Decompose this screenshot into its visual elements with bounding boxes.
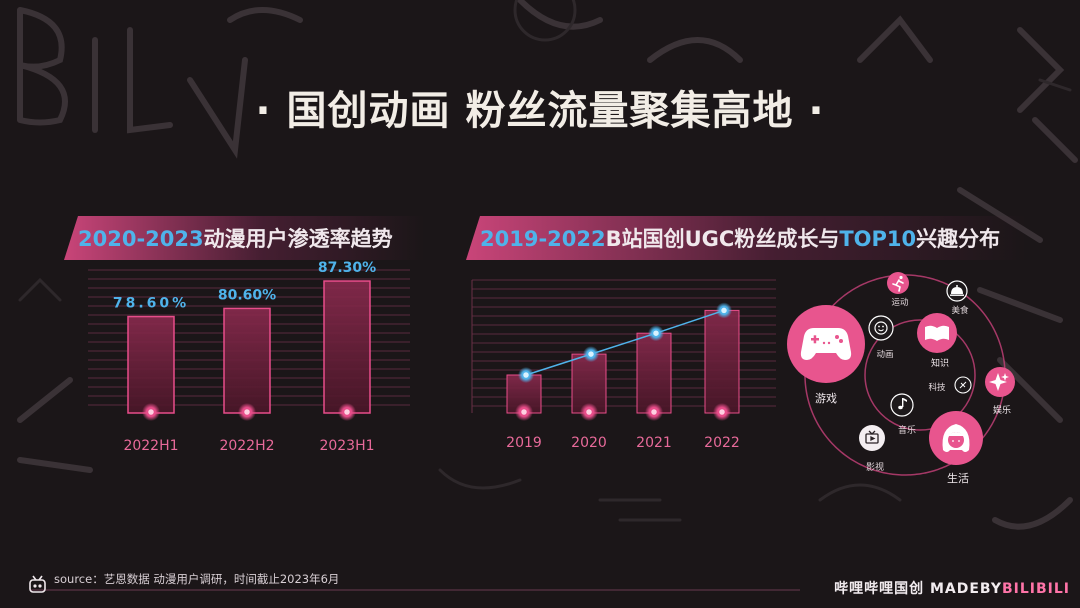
open-book-icon	[925, 325, 949, 341]
bar-base-dot	[649, 407, 659, 417]
left-section-header-bar	[64, 216, 424, 260]
category-label: 2022	[704, 435, 740, 451]
gamepad-icon	[800, 328, 852, 360]
right-section-year-range: 2019-2022	[480, 227, 606, 251]
bar-base-dot	[717, 407, 727, 417]
film-label: 影视	[866, 461, 884, 473]
tv-icon	[865, 430, 879, 444]
entertainment-label: 娱乐	[993, 404, 1011, 416]
value-label: 80.60%	[218, 287, 276, 303]
trend-point	[521, 370, 531, 380]
category-label: 2023H1	[319, 438, 374, 454]
brand-madeby: MADEBY	[929, 581, 1002, 597]
bar-base-dot	[584, 407, 594, 417]
animation-bubble	[868, 315, 894, 341]
bilibili-tv-icon	[29, 575, 46, 593]
music-label: 音乐	[898, 424, 916, 436]
life-label: 生活	[947, 471, 969, 485]
smile-icon	[874, 321, 888, 335]
inner-orbit-ring	[864, 319, 976, 431]
category-label: 2022H1	[123, 438, 178, 454]
footer-bar	[29, 575, 800, 593]
bar-base-dot	[146, 407, 156, 417]
tech-label: 科技	[928, 382, 946, 393]
running-icon	[892, 275, 904, 292]
category-label: 2019	[506, 435, 542, 451]
left-section-year-range: 2020-2023	[78, 227, 204, 251]
trend-point	[586, 349, 596, 359]
right-section-title-2: 兴趣分布	[916, 227, 1001, 251]
value-label: 78.60%	[113, 296, 189, 312]
interest-music: 音乐	[890, 393, 916, 436]
trend-line	[525, 309, 725, 376]
sports-label: 运动	[891, 297, 909, 308]
food-label: 美食	[951, 305, 969, 316]
value-label: 87.30%	[318, 260, 376, 276]
bar-base-dot	[242, 407, 252, 417]
right-section-title-1: B站国创UGC粉丝成长与	[605, 227, 840, 251]
knowledge-label: 知识	[931, 357, 949, 369]
music-note-icon	[898, 398, 907, 410]
category-label: 2022H2	[219, 438, 274, 454]
sparkle-icon	[989, 373, 1009, 391]
category-label: 2020	[571, 435, 607, 451]
interest-tech: 科技	[928, 376, 972, 394]
rocket-icon	[959, 381, 967, 389]
brand-main: 哔哩哔哩国创	[834, 581, 925, 597]
interest-knowledge: 知识	[917, 313, 957, 369]
page-title: · 国创动画 粉丝流量聚集高地 ·	[255, 88, 825, 134]
interest-entertainment: 娱乐	[985, 367, 1015, 416]
cloche-icon	[950, 285, 964, 296]
bar-base-dot	[519, 407, 529, 417]
interest-game: 游戏	[787, 305, 865, 405]
animation-label: 动画	[876, 349, 893, 360]
brand-logo: 哔哩哔哩国创 MADEBYBILIBILI	[834, 578, 1070, 598]
category-label: 2021	[636, 435, 672, 451]
interest-food: 美食	[946, 280, 969, 316]
trend-point	[651, 328, 661, 338]
right-section-top10: TOP10	[839, 227, 917, 251]
right-section-header-bar	[466, 216, 1026, 260]
bar-base-dot	[342, 407, 352, 417]
interest-animation: 动画	[868, 315, 894, 360]
interest-life: 生活	[929, 411, 983, 485]
left-section-title: 动漫用户渗透率趋势	[203, 227, 393, 251]
source-note: source：艺恩数据 动漫用户调研，时间截止2023年6月	[54, 572, 340, 586]
interest-film: 影视	[859, 425, 885, 473]
interest-sports: 运动	[887, 272, 909, 308]
brand-bilibili: BILIBILI	[1001, 581, 1070, 597]
game-label: 游戏	[815, 392, 837, 405]
trend-point	[719, 306, 729, 315]
left-section-header: 2020-2023动漫用户渗透率趋势	[64, 216, 424, 260]
bar-2023H1	[323, 280, 371, 414]
right-section-header: 2019-2022B站国创UGC粉丝成长与TOP10兴趣分布	[466, 216, 1026, 260]
bar-2022	[704, 309, 740, 414]
girl-face-icon	[942, 424, 970, 452]
